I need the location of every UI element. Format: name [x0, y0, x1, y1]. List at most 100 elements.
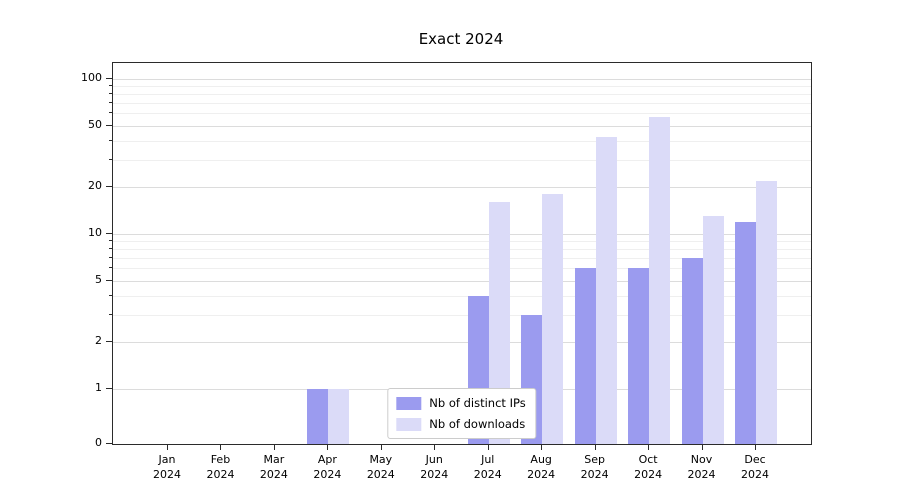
- x-tick-label: Mar 2024: [244, 452, 304, 482]
- y-tick-label: 50: [88, 117, 102, 131]
- x-tick-label: Nov 2024: [672, 452, 732, 482]
- bar-downloads: [595, 137, 617, 444]
- x-tick-year: 2024: [580, 468, 609, 481]
- x-tick-label: Sep 2024: [565, 452, 625, 482]
- y-minor-gridline: [113, 103, 811, 104]
- bar-distinct-ips: [307, 389, 329, 444]
- y-minor-tick: [109, 257, 112, 258]
- x-tick-label: Jan 2024: [137, 452, 197, 482]
- x-tick-label: Jul 2024: [458, 452, 518, 482]
- y-minor-gridline: [113, 258, 811, 259]
- y-minor-gridline: [113, 94, 811, 96]
- y-tick: [106, 124, 112, 126]
- x-tick: [648, 444, 650, 450]
- x-tick-label: Jun 2024: [404, 452, 464, 482]
- bar-distinct-ips: [628, 268, 650, 444]
- y-tick: [106, 186, 112, 188]
- legend-item: Nb of downloads: [396, 417, 525, 431]
- y-gridline: [113, 234, 811, 235]
- y-minor-tick: [109, 85, 112, 87]
- x-tick-month: Jun: [425, 453, 443, 466]
- y-minor-gridline: [113, 140, 811, 142]
- bar-downloads: [702, 216, 724, 444]
- y-minor-tick: [109, 102, 112, 103]
- y-tick: [106, 78, 112, 79]
- legend-swatch: [396, 396, 422, 410]
- bar-downloads: [328, 389, 350, 444]
- y-minor-tick: [109, 112, 112, 114]
- y-tick-label: 2: [95, 334, 102, 348]
- x-tick-year: 2024: [741, 468, 769, 481]
- bar-distinct-ips: [681, 258, 703, 444]
- x-tick: [220, 444, 222, 450]
- y-minor-tick: [109, 159, 112, 161]
- y-tick-label: 5: [95, 272, 102, 286]
- x-tick: [755, 444, 756, 450]
- bar-downloads: [488, 202, 510, 444]
- x-tick: [487, 444, 489, 450]
- x-tick-year: 2024: [420, 468, 449, 481]
- x-tick: [167, 444, 168, 450]
- y-tick-label: 10: [88, 226, 102, 239]
- x-tick-label: Oct 2024: [618, 452, 678, 482]
- y-tick-label: 20: [88, 179, 102, 193]
- y-minor-gridline: [113, 249, 811, 251]
- x-tick-year: 2024: [313, 468, 342, 481]
- x-tick-year: 2024: [153, 468, 181, 481]
- y-minor-gridline: [113, 160, 811, 162]
- bar-distinct-ips: [574, 268, 596, 444]
- y-minor-gridline: [113, 113, 811, 115]
- y-minor-tick: [109, 139, 112, 141]
- x-tick: [701, 444, 703, 450]
- y-tick: [106, 279, 112, 281]
- bar-distinct-ips: [735, 221, 756, 444]
- y-tick: [106, 341, 112, 343]
- y-gridline: [113, 187, 811, 189]
- y-tick: [106, 388, 112, 389]
- x-tick-month: Aug: [530, 453, 552, 466]
- x-tick-label: Aug 2024: [511, 452, 571, 482]
- y-minor-gridline: [113, 268, 811, 270]
- legend-swatch: [396, 417, 422, 431]
- x-tick-label: May 2024: [351, 452, 411, 482]
- y-minor-tick: [109, 93, 112, 95]
- bar-downloads: [649, 116, 671, 444]
- x-tick: [541, 444, 543, 450]
- y-minor-gridline: [113, 241, 811, 243]
- x-tick-year: 2024: [687, 468, 716, 481]
- y-minor-tick: [109, 294, 112, 296]
- y-minor-gridline: [113, 295, 811, 297]
- x-tick-month: Dec: [744, 453, 766, 466]
- y-tick-label: 0: [95, 436, 102, 449]
- bar-downloads: [756, 180, 777, 444]
- y-gridline: [113, 79, 811, 80]
- y-minor-tick: [109, 240, 112, 242]
- y-minor-gridline: [113, 86, 811, 88]
- x-tick: [327, 444, 329, 450]
- x-tick-month: Jul: [481, 453, 495, 466]
- x-tick-year: 2024: [366, 468, 395, 481]
- y-minor-tick: [109, 248, 112, 250]
- x-tick-month: Apr: [317, 453, 337, 466]
- x-tick-label: Feb 2024: [190, 452, 250, 482]
- x-tick-year: 2024: [259, 468, 288, 481]
- y-minor-gridline: [113, 315, 811, 317]
- chart-title: Exact 2024: [418, 30, 504, 48]
- x-tick-year: 2024: [634, 468, 663, 481]
- x-tick-month: Nov: [690, 453, 713, 466]
- x-tick-label: Apr 2024: [297, 452, 357, 482]
- y-gridline: [113, 342, 811, 344]
- y-tick-label: 1: [95, 381, 102, 394]
- y-minor-tick: [109, 314, 112, 316]
- x-tick: [434, 444, 436, 450]
- legend-label: Nb of downloads: [429, 417, 526, 431]
- y-tick: [106, 443, 112, 444]
- y-minor-tick: [109, 267, 112, 269]
- x-tick-month: Mar: [263, 453, 285, 466]
- y-gridline: [113, 280, 811, 282]
- legend-label: Nb of distinct IPs: [429, 396, 526, 410]
- x-tick: [594, 444, 596, 450]
- x-tick-month: May: [369, 453, 393, 466]
- x-tick-year: 2024: [473, 468, 502, 481]
